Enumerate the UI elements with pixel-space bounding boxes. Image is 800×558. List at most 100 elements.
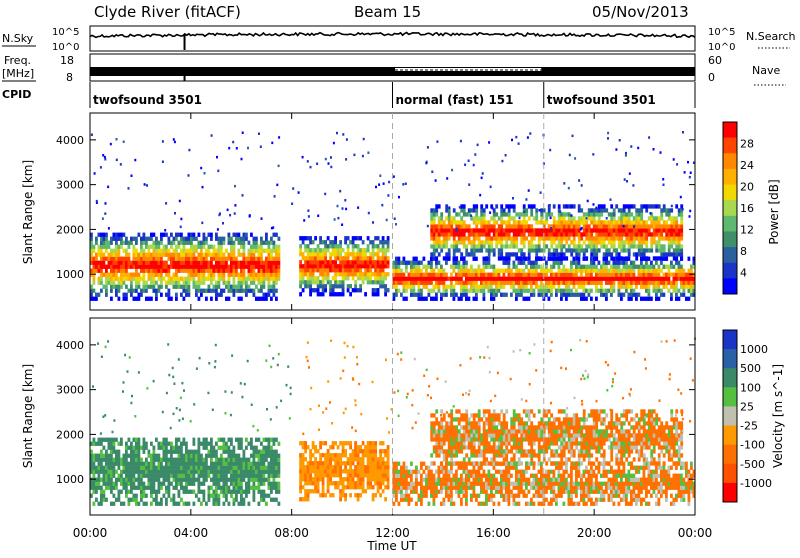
heatmap-cell	[478, 244, 481, 248]
heatmap-cell	[243, 249, 246, 253]
heatmap-cell	[110, 281, 113, 285]
heatmap-cell	[653, 269, 656, 273]
heatmap-cell	[168, 277, 171, 281]
heatmap-cell	[438, 216, 441, 220]
heatmap-cell	[369, 481, 372, 485]
heatmap-cell	[458, 236, 461, 240]
heatmap-cell	[663, 224, 666, 228]
heatmap-cell	[235, 454, 238, 458]
nsky-trace	[90, 33, 695, 51]
heatmap-cell	[553, 240, 556, 244]
heatmap-cell	[505, 240, 508, 244]
heatmap-cell	[153, 450, 156, 454]
heatmap-cell	[384, 256, 387, 260]
heatmap-cell	[133, 450, 136, 454]
heatmap-cell	[143, 466, 146, 470]
heatmap-cell	[150, 233, 153, 237]
heatmap-cell	[690, 285, 693, 289]
heatmap-cell	[493, 220, 496, 224]
heatmap-cell	[108, 482, 111, 486]
heatmap-cell	[165, 438, 168, 442]
heatmap-cell	[243, 474, 246, 478]
heatmap-cell	[425, 269, 428, 273]
heatmap-cell	[225, 249, 228, 253]
heatmap-cell	[379, 284, 382, 288]
heatmap-cell	[120, 245, 123, 249]
heatmap-cell	[329, 469, 332, 473]
freq-tick-top: 18	[60, 54, 74, 67]
heatmap-cell	[518, 261, 521, 265]
heatmap-cell	[133, 253, 136, 257]
heatmap-cell	[319, 461, 322, 465]
heatmap-cell	[372, 221, 374, 224]
heatmap-cell	[153, 458, 156, 462]
heatmap-cell	[625, 212, 628, 216]
heatmap-cell	[168, 265, 171, 269]
heatmap-cell	[465, 244, 468, 248]
heatmap-cell	[135, 281, 138, 285]
heatmap-cell	[153, 486, 156, 490]
heatmap-cell	[138, 253, 141, 257]
heatmap-cell	[443, 277, 446, 281]
heatmap-cell	[538, 228, 541, 232]
heatmap-cell	[503, 256, 506, 260]
heatmap-cell	[125, 446, 128, 450]
heatmap-cell	[558, 281, 561, 285]
heatmap-cell	[163, 474, 166, 478]
heatmap-cell	[215, 490, 218, 494]
heatmap-cell	[395, 498, 398, 502]
heatmap-cell	[505, 204, 508, 208]
heatmap-cell	[115, 470, 118, 474]
heatmap-cell	[473, 164, 475, 167]
heatmap-cell	[223, 486, 226, 490]
heatmap-cell	[465, 289, 468, 293]
heatmap-cell	[395, 478, 398, 482]
heatmap-cell	[304, 268, 307, 272]
heatmap-cell	[273, 454, 276, 458]
heatmap-cell	[354, 485, 357, 489]
heatmap-cell	[354, 469, 357, 473]
heatmap-cell	[645, 265, 648, 269]
heatmap-cell	[490, 236, 493, 240]
heatmap-cell	[238, 237, 241, 241]
heatmap-cell	[268, 494, 271, 498]
heatmap-cell	[208, 490, 211, 494]
heatmap-cell	[374, 473, 377, 477]
heatmap-cell	[418, 269, 421, 273]
heatmap-cell	[443, 228, 446, 232]
heatmap-cell	[387, 461, 390, 465]
heatmap-cell	[359, 272, 362, 276]
heatmap-cell	[555, 236, 558, 240]
heatmap-cell	[558, 277, 561, 281]
heatmap-cell	[302, 268, 305, 272]
heatmap-cell	[195, 273, 198, 277]
heatmap-cell	[238, 442, 241, 446]
heatmap-cell	[653, 256, 656, 260]
heatmap-cell	[268, 257, 271, 261]
heatmap-cell	[275, 490, 278, 494]
heatmap-cell	[367, 276, 370, 280]
heatmap-cell	[258, 133, 260, 136]
heatmap-cell	[268, 470, 271, 474]
heatmap-cell	[460, 216, 463, 220]
heatmap-cell	[475, 289, 478, 293]
heatmap-cell	[138, 273, 141, 277]
heatmap-cell	[337, 473, 340, 477]
heatmap-cell	[322, 288, 325, 292]
heatmap-cell	[339, 252, 342, 256]
heatmap-cell	[378, 183, 380, 186]
heatmap-cell	[93, 454, 96, 458]
heatmap-cell	[473, 232, 476, 236]
heatmap-cell	[583, 248, 586, 252]
heatmap-cell	[678, 228, 681, 232]
heatmap-cell	[120, 442, 123, 446]
heatmap-cell	[337, 256, 340, 260]
heatmap-cell	[513, 244, 516, 248]
heatmap-cell	[403, 289, 406, 293]
heatmap-cell	[655, 293, 658, 297]
heatmap-cell	[228, 438, 231, 442]
heatmap-cell	[645, 256, 648, 260]
heatmap-cell	[613, 240, 616, 244]
heatmap-cell	[670, 236, 673, 240]
heatmap-cell	[322, 477, 325, 481]
